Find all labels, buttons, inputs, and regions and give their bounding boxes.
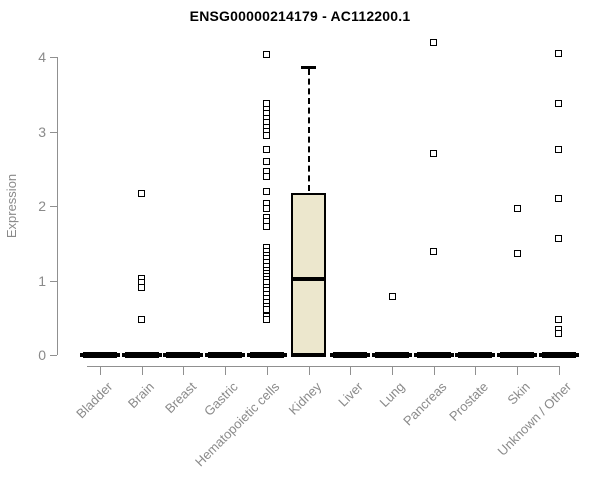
- x-axis-tick: [558, 366, 560, 375]
- x-axis-tick: [392, 366, 394, 375]
- outlier-point: [263, 157, 271, 165]
- outlier-point: [555, 99, 563, 107]
- x-axis-tick: [350, 366, 352, 375]
- y-axis-tick: [50, 355, 57, 356]
- outlier-point: [513, 250, 521, 258]
- y-tick-label: 4: [38, 49, 46, 65]
- y-tick-label: 1: [38, 272, 46, 289]
- outlier-point: [263, 173, 271, 181]
- outlier-point: [555, 329, 563, 337]
- zero-bar-skin: [500, 351, 535, 358]
- outlier-point: [513, 205, 521, 213]
- outlier-point: [555, 49, 563, 57]
- whisker-line-kidney: [307, 68, 310, 191]
- x-tick-label: Prostate: [446, 379, 492, 424]
- x-tick-label: Lung: [376, 379, 408, 411]
- zero-bar-lung: [375, 351, 410, 358]
- outlier-point: [138, 283, 146, 291]
- y-axis-line: [57, 57, 58, 355]
- x-tick-label: Liver: [335, 379, 366, 410]
- x-tick-label: Kidney: [285, 379, 325, 418]
- y-axis-label: Expression: [4, 173, 19, 239]
- x-axis-tick: [475, 366, 477, 375]
- x-axis-tick: [225, 366, 227, 375]
- zero-bar-unknown-other: [541, 351, 576, 358]
- outlier-point: [263, 187, 271, 195]
- outlier-point: [263, 131, 271, 139]
- x-axis-tick: [141, 366, 143, 375]
- x-axis-tick: [266, 366, 268, 375]
- x-axis-tick: [100, 366, 101, 375]
- box-bottom-edge-kidney: [291, 352, 327, 357]
- outlier-point: [263, 306, 271, 314]
- outlier-point: [263, 145, 271, 153]
- y-tick-label: 3: [38, 123, 46, 140]
- outlier-point: [263, 205, 271, 213]
- chart-title: ENSG00000214179 - AC112200.1: [189, 8, 411, 24]
- y-axis-tick: [50, 206, 57, 207]
- zero-bar-gastric: [208, 351, 243, 358]
- box-kidney: [291, 192, 327, 355]
- outlier-point: [138, 189, 146, 197]
- x-tick-label: Bladder: [73, 379, 116, 422]
- x-tick-label: Gastric: [201, 379, 241, 419]
- x-axis-tick: [308, 366, 310, 375]
- x-tick-label: Pancreas: [399, 379, 450, 429]
- zero-bar-liver: [333, 351, 368, 358]
- outlier-point: [138, 316, 146, 324]
- outlier-point: [388, 292, 396, 300]
- x-tick-label: Breast: [161, 379, 200, 417]
- x-tick-label: Brain: [125, 379, 158, 412]
- median-line-kidney: [291, 277, 327, 281]
- zero-bar-prostate: [458, 351, 493, 358]
- outlier-point: [263, 223, 271, 231]
- outlier-point: [555, 235, 563, 243]
- zero-bar-brain: [124, 351, 159, 358]
- zero-bar-bladder: [83, 351, 117, 358]
- y-tick-label: 2: [38, 198, 46, 214]
- outlier-point: [263, 51, 271, 59]
- zero-bar-pancreas: [416, 351, 451, 358]
- x-axis-tick: [183, 366, 185, 375]
- outlier-point: [555, 195, 563, 203]
- y-axis-tick: [50, 280, 57, 282]
- x-tick-label: Unknown / Other: [494, 379, 575, 459]
- x-axis-tick: [433, 366, 435, 375]
- outlier-point: [430, 150, 438, 158]
- y-tick-label: 0: [38, 347, 46, 363]
- outlier-point: [555, 315, 563, 323]
- whisker-cap-kidney: [301, 65, 317, 69]
- x-tick-label: Skin: [504, 379, 533, 408]
- outlier-point: [430, 247, 438, 255]
- outlier-point: [555, 145, 563, 153]
- outlier-point: [263, 316, 271, 324]
- x-axis-tick: [517, 366, 519, 375]
- y-axis-tick: [50, 57, 57, 58]
- y-axis-tick: [50, 131, 57, 133]
- outlier-point: [430, 38, 438, 46]
- zero-bar-hematopoietic-cells: [249, 351, 284, 358]
- x-axis-line: [87, 366, 560, 367]
- zero-bar-breast: [166, 351, 201, 358]
